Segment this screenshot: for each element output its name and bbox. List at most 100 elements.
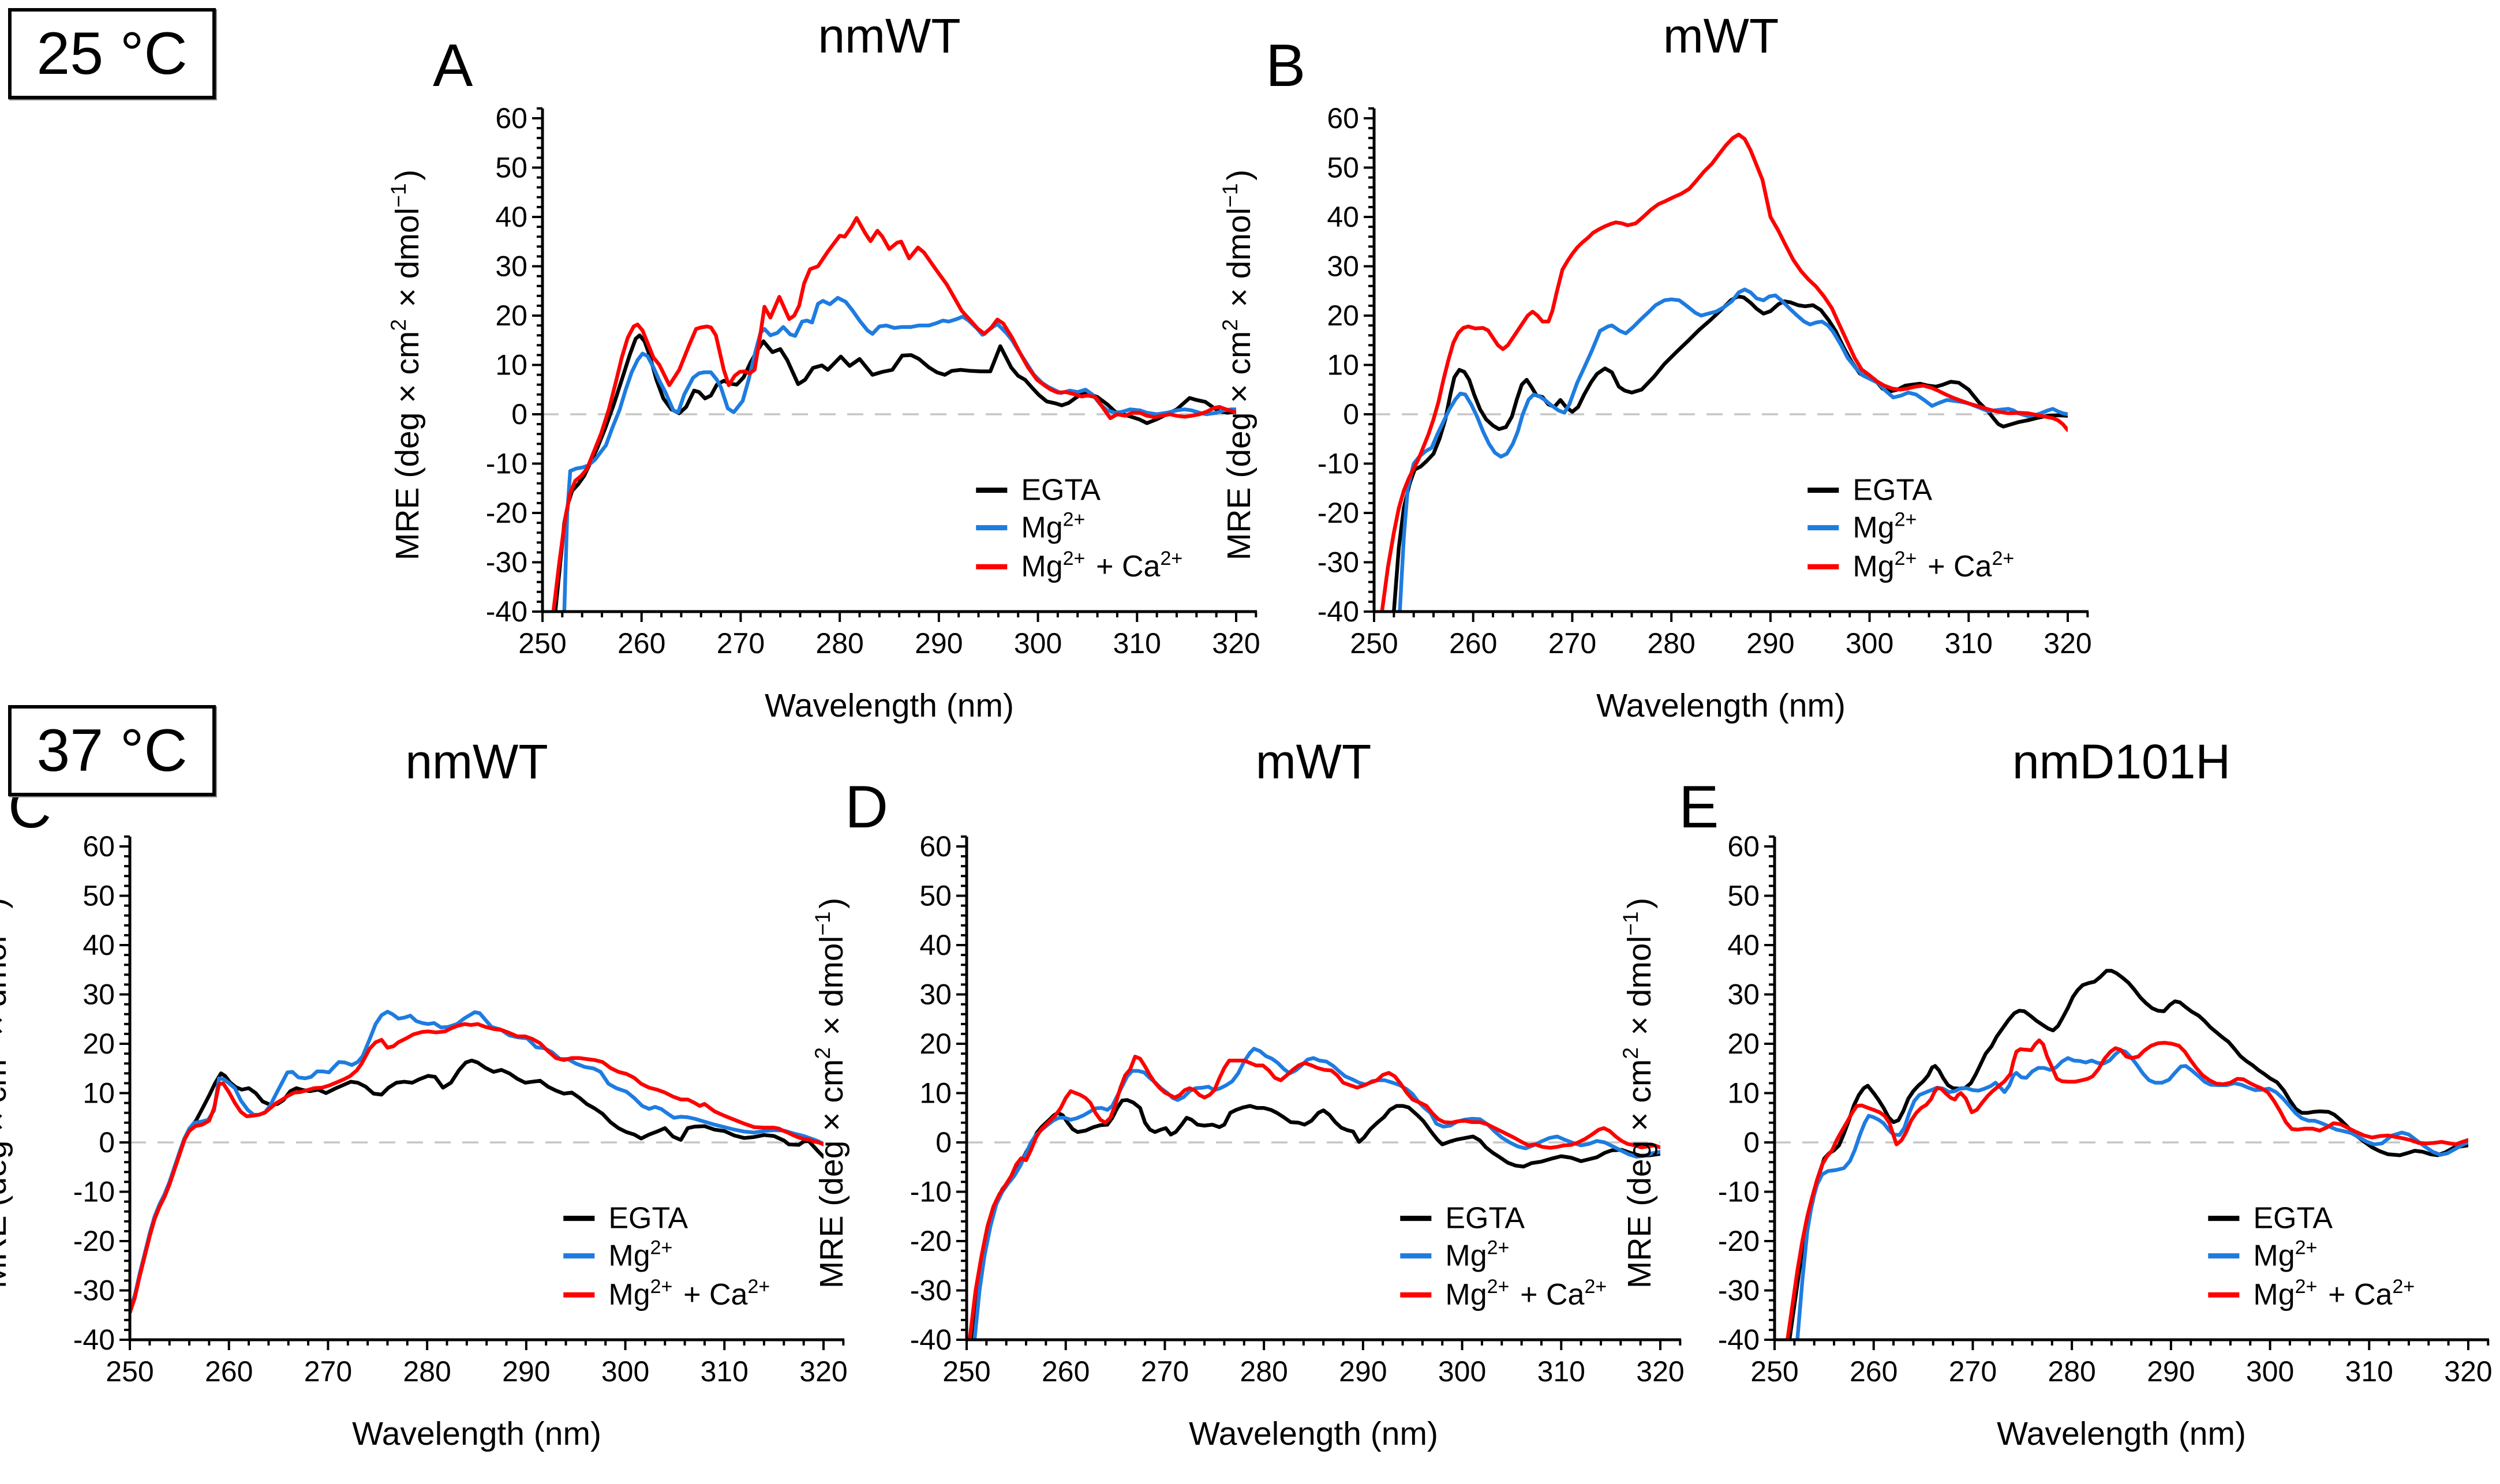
curve-egta: [1787, 969, 2468, 1340]
x-tick-label: 310: [1537, 1355, 1585, 1388]
x-tick-label: 270: [304, 1355, 352, 1388]
curve-mg-ca: [1786, 1038, 2468, 1340]
x-tick-label: 310: [1945, 627, 1993, 659]
legend-label-mg: Mg2+: [2253, 1237, 2319, 1273]
legend-label-mg-ca: Mg2+ + Ca2+: [608, 1276, 772, 1311]
legend-label-mg: Mg2+: [1852, 509, 1919, 545]
legend-label-mg: Mg2+: [1021, 509, 1087, 545]
y-tick-label: -40: [73, 1324, 115, 1356]
x-tick-label: 280: [1647, 627, 1695, 659]
x-tick-label: 290: [1339, 1355, 1387, 1388]
x-axis-title: Wavelength (nm): [1596, 687, 1846, 724]
x-tick-label: 300: [1014, 627, 1062, 659]
x-tick-label: 250: [942, 1355, 990, 1388]
legend-label-mg: Mg2+: [608, 1237, 675, 1273]
curve-egta: [1392, 294, 2068, 612]
legend-label-egta: EGTA: [2253, 1202, 2333, 1235]
y-tick-label: -30: [486, 546, 527, 579]
legend-label-egta: EGTA: [1021, 474, 1101, 507]
x-tick-label: 320: [2044, 627, 2091, 659]
tick-labels-group: 250 260 270 280 290 300 310 320 -40 -30 -20 -10 0 10 2…: [1318, 102, 2092, 659]
y-tick-label: -10: [73, 1176, 115, 1208]
legend-label-mg: Mg2+: [1445, 1237, 1511, 1273]
legend-label-mg-ca: Mg2+ + Ca2+: [1852, 548, 2016, 583]
x-axis-title: Wavelength (nm): [1997, 1415, 2246, 1452]
x-tick-label: 250: [1750, 1355, 1798, 1388]
chart-panel-b: 250 260 270 280 290 300 310 320 -40 -30 -20 -10 0 10 2…: [1195, 72, 2097, 756]
panel-title-mwt-37: mWT: [1255, 734, 1372, 789]
x-tick-label: 280: [403, 1355, 451, 1388]
x-axis-title: Wavelength (nm): [765, 687, 1014, 724]
y-tick-label: -40: [910, 1324, 952, 1356]
panel-title-mwt-25: mWT: [1663, 9, 1779, 63]
axes-group: [1372, 108, 2089, 613]
y-tick-label: 40: [1727, 929, 1760, 961]
y-tick-label: 50: [83, 880, 115, 912]
curve-mg-ca: [1380, 132, 2068, 612]
y-tick-label: -30: [910, 1275, 952, 1307]
x-tick-label: 310: [2345, 1355, 2393, 1388]
panel-letter-e: E: [1679, 774, 1719, 841]
curves-group: [1380, 132, 2068, 612]
x-tick-label: 260: [205, 1355, 253, 1388]
chart-panel-d: 250 260 270 280 290 300 310 320 -40 -30 -20 -10 0 10 2…: [788, 800, 1689, 1484]
y-tick-label: 50: [1327, 152, 1359, 184]
y-tick-label: -40: [1318, 595, 1359, 628]
tick-labels-group: 250 260 270 280 290 300 310 320 -40 -30 -20 -10 0 10 2…: [910, 830, 1685, 1388]
temperature-label-37c: 37 °C: [8, 705, 216, 796]
x-tick-label: 290: [915, 627, 963, 659]
y-tick-label: 20: [1327, 299, 1359, 332]
y-tick-label: -20: [1718, 1225, 1760, 1257]
x-tick-label: 280: [815, 627, 863, 659]
y-tick-label: 10: [83, 1077, 115, 1110]
x-tick-label: 320: [799, 1355, 847, 1388]
chart-panel-a: 250 260 270 280 290 300 310 320 -40 -30 -20 -10 0 10 2…: [364, 72, 1265, 756]
curve-egta: [130, 1058, 824, 1312]
x-tick-label: 250: [518, 627, 566, 659]
x-tick-label: 260: [617, 627, 665, 659]
curves-group: [1786, 969, 2468, 1340]
x-tick-label: 290: [1746, 627, 1794, 659]
x-tick-label: 290: [2147, 1355, 2195, 1388]
temperature-text-25c: 25 °C: [36, 20, 188, 87]
x-tick-label: 320: [2444, 1355, 2492, 1388]
chart-panel-c: 250 260 270 280 290 300 310 320 -40 -30 -20 -10 0 10 2…: [0, 800, 852, 1484]
legend-label-egta: EGTA: [1852, 474, 1932, 507]
y-tick-label: -30: [1718, 1275, 1760, 1307]
y-axis-title: MRE (deg × cm2 × dmol−1 ): [811, 898, 850, 1288]
x-tick-label: 300: [2246, 1355, 2294, 1388]
y-tick-label: -40: [1718, 1324, 1760, 1356]
y-tick-label: 30: [1327, 250, 1359, 283]
ticks-group: [956, 835, 1682, 1350]
y-tick-label: 20: [83, 1028, 115, 1060]
curve-mg-ca: [967, 1054, 1660, 1340]
y-tick-label: 10: [1327, 349, 1359, 381]
ticks-group: [119, 835, 845, 1350]
panel-letter-b: B: [1266, 32, 1306, 99]
chart-panel-e: 250 260 270 280 290 300 310 320 -40 -30 -20 -10 0 10 2…: [1596, 800, 2497, 1484]
legend-label-mg-ca: Mg2+ + Ca2+: [2253, 1276, 2417, 1311]
y-axis-title: MRE (deg × cm2 × dmol−1 ): [387, 170, 426, 560]
x-axis-title: Wavelength (nm): [352, 1415, 601, 1452]
x-tick-label: 250: [106, 1355, 154, 1388]
x-tick-label: 270: [717, 627, 765, 659]
y-tick-label: -20: [73, 1225, 115, 1257]
y-tick-label: 60: [495, 102, 527, 134]
x-tick-label: 250: [1350, 627, 1398, 659]
y-tick-label: 60: [1327, 102, 1359, 134]
x-tick-label: 300: [601, 1355, 649, 1388]
x-tick-label: 310: [701, 1355, 748, 1388]
chart-svg-d: 250 260 270 280 290 300 310 320 -40 -30 -20 -10 0 10 2…: [811, 830, 1685, 1452]
y-tick-label: -30: [1318, 546, 1359, 579]
axes-group: [965, 837, 1681, 1341]
ticks-group: [532, 107, 1258, 622]
y-tick-label: 10: [1727, 1077, 1760, 1110]
tick-labels-group: 250 260 270 280 290 300 310 320 -40 -30 -20 -10 0 10 2…: [73, 830, 848, 1388]
curve-mg-ca: [130, 1022, 824, 1315]
curve-mg: [1398, 287, 2068, 612]
panel-title-nmd101h-37: nmD101H: [2012, 734, 2231, 789]
x-tick-label: 320: [1636, 1355, 1684, 1388]
curves-group: [967, 1047, 1660, 1340]
